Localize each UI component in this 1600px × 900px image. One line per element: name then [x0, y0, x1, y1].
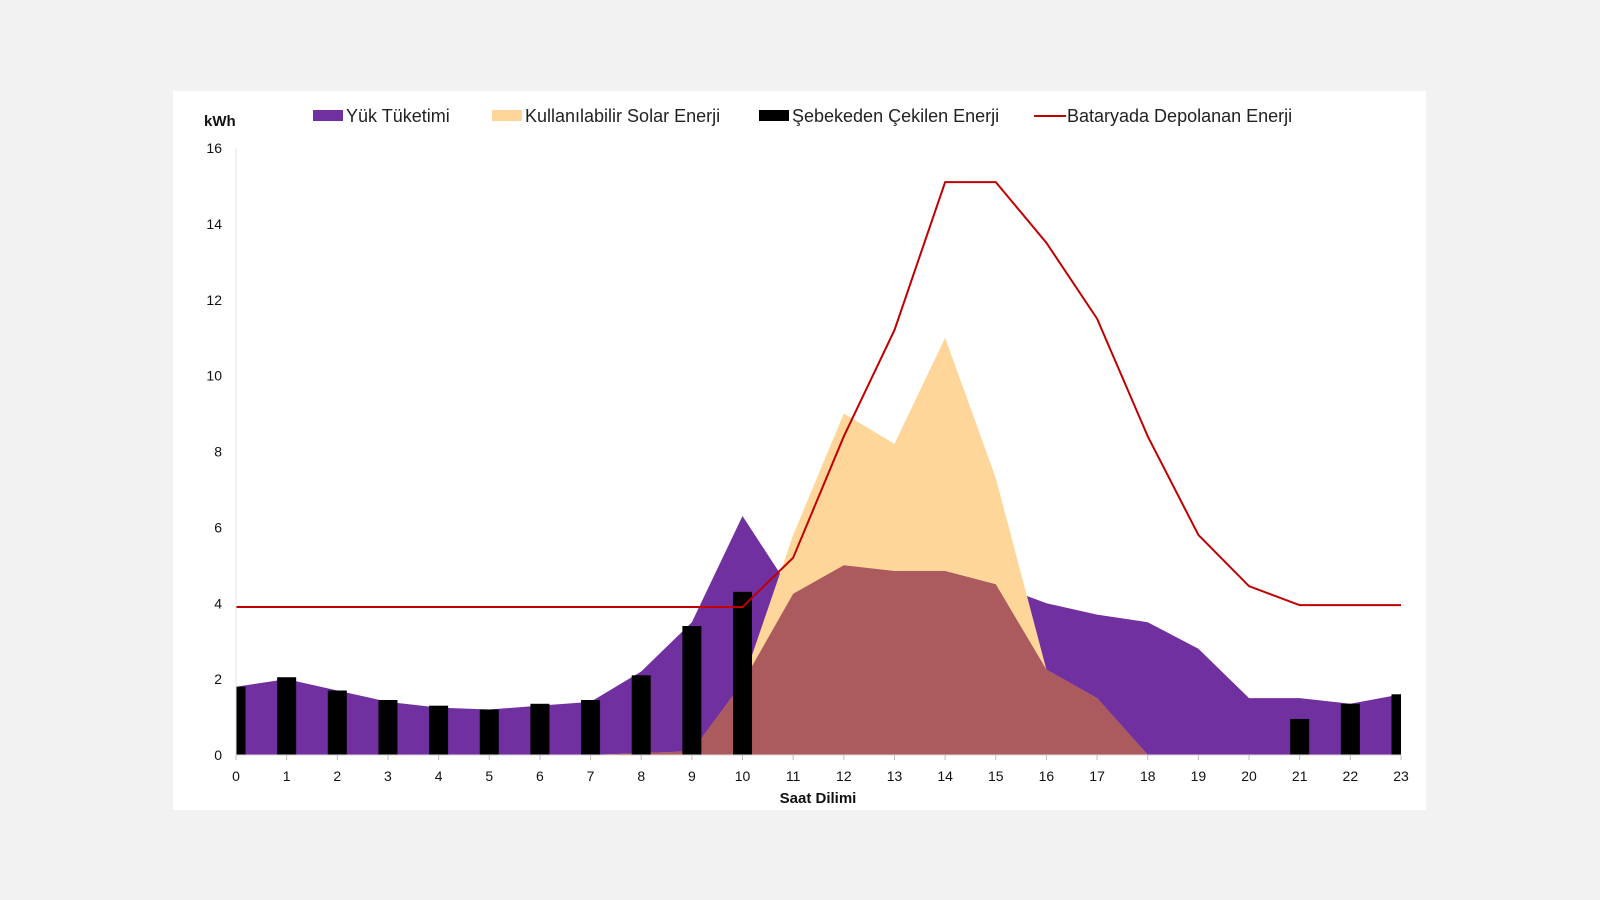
x-tick-label: 2 [333, 768, 341, 784]
x-tick-label: 17 [1089, 768, 1105, 784]
area-overlap [236, 565, 1401, 755]
plot-area [236, 181, 1401, 755]
y-tick-label: 10 [206, 368, 222, 384]
x-tick-label: 1 [283, 768, 291, 784]
bar-sebeke-21 [1290, 718, 1310, 755]
y-axis-label: kWh [204, 113, 236, 130]
y-tick-label: 4 [214, 595, 222, 611]
x-tick-label: 10 [735, 768, 751, 784]
x-tick-label: 19 [1191, 768, 1207, 784]
x-tick-label: 11 [786, 768, 801, 784]
legend-item-3: Bataryada Depolanan Enerji [1034, 106, 1292, 126]
legend-swatch [759, 110, 789, 121]
x-tick-label: 5 [485, 768, 493, 784]
bar-sebeke-9 [682, 626, 702, 755]
legend-label: Kullanılabilir Solar Enerji [525, 106, 720, 126]
x-tick-label: 15 [988, 768, 1004, 784]
bar-sebeke-3 [378, 699, 398, 755]
bar-sebeke-4 [429, 705, 449, 755]
x-tick-label: 9 [688, 768, 696, 784]
bar-sebeke-10 [733, 591, 753, 755]
x-tick-label: 12 [836, 768, 852, 784]
bar-sebeke-22 [1340, 703, 1360, 755]
x-tick-label: 3 [384, 768, 392, 784]
x-tick-label: 14 [937, 768, 953, 784]
y-tick-label: 12 [206, 292, 222, 308]
x-tick-label: 18 [1140, 768, 1156, 784]
x-tick-label: 0 [232, 768, 240, 784]
axes [235, 148, 1401, 756]
y-tick-label: 16 [206, 140, 222, 156]
legend-swatch [313, 110, 343, 121]
y-tick-label: 8 [214, 444, 222, 460]
x-tick-label: 21 [1292, 768, 1308, 784]
bar-sebeke-0 [236, 686, 246, 755]
bar-sebeke-6 [530, 703, 550, 755]
x-tick-label: 23 [1393, 768, 1409, 784]
x-tick-label: 8 [637, 768, 645, 784]
x-tick-label: 20 [1241, 768, 1257, 784]
y-tick-label: 2 [214, 671, 222, 687]
bar-sebeke-7 [581, 699, 601, 755]
area-solar-enerji [236, 337, 1401, 755]
y-tick-label: 6 [214, 519, 222, 535]
legend-label: Bataryada Depolanan Enerji [1067, 106, 1292, 126]
bar-sebeke-23 [1391, 694, 1401, 755]
bar-sebeke-2 [327, 690, 347, 755]
x-tick-label: 7 [587, 768, 595, 784]
x-tick-label: 6 [536, 768, 544, 784]
x-tick-label: 16 [1039, 768, 1055, 784]
legend-item-2: Şebekeden Çekilen Enerji [759, 106, 999, 126]
legend: Yük Tüketimi Kullanılabilir Solar Enerji Ş… [313, 106, 1292, 126]
legend-swatch [492, 110, 522, 121]
x-axis-label: Saat Dilimi [780, 790, 857, 807]
x-tick-label: 22 [1343, 768, 1359, 784]
y-tick-label: 0 [214, 747, 222, 763]
x-tick-label: 13 [887, 768, 903, 784]
line-batarya [236, 181, 1401, 609]
bar-sebeke-8 [631, 675, 651, 755]
legend-item-1: Kullanılabilir Solar Enerji [492, 106, 720, 126]
legend-item-0: Yük Tüketimi [313, 106, 450, 126]
y-tick-label: 14 [206, 216, 222, 232]
legend-label: Şebekeden Çekilen Enerji [792, 106, 999, 126]
bar-sebeke-1 [277, 677, 297, 755]
legend-label: Yük Tüketimi [346, 106, 450, 126]
x-tick-label: 4 [435, 768, 443, 784]
bar-sebeke-5 [479, 709, 499, 755]
